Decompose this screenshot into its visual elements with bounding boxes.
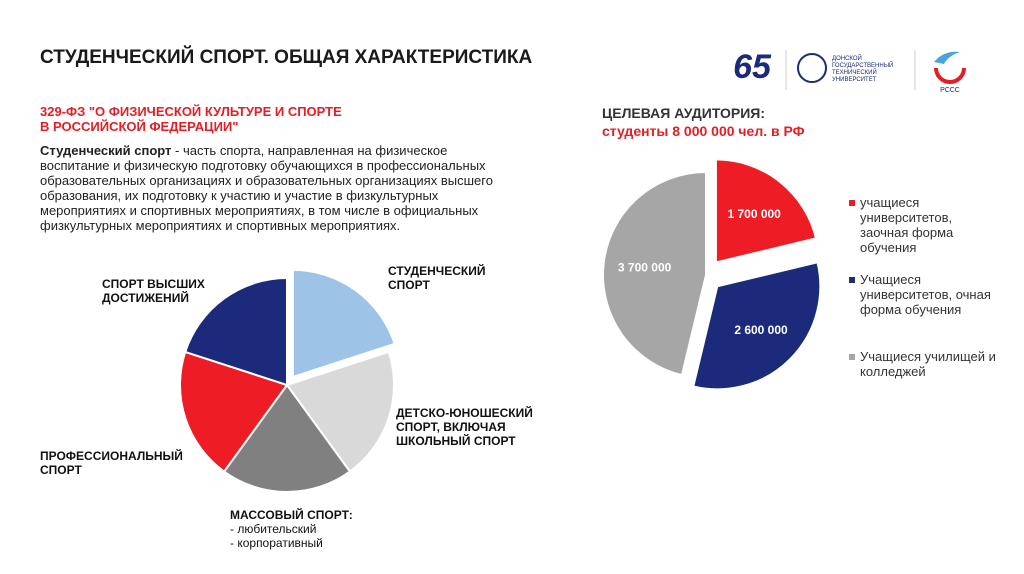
logo-text: УНИВЕРСИТЕТ [832,77,877,83]
pie-slice [179,350,289,473]
legend-entry: Учащиеся училищей и колледжей [849,349,1000,379]
value-label: 2 600 000 [734,323,788,337]
legend-entry: учащиеся университетов, заочная форма об… [849,195,1000,255]
law-title: 329-ФЗ "О ФИЗИЧЕСКОЙ КУЛЬТУРЕ И СПОРТЕ В… [40,104,342,134]
pie-label: ПРОФЕССИОНАЛЬНЫЙ СПОРТ [40,449,183,477]
value-label: 3 700 000 [618,261,672,275]
definition-term: Студенческий спорт [40,143,172,158]
logo-text: ТЕХНИЧЕСКИЙ [832,68,877,76]
logo-65: 65 [733,48,772,86]
legend-swatch [849,354,855,360]
logo-text: ДОНСКОЙ [832,54,862,62]
pie-slice [222,383,352,493]
value-label: 1 700 000 [727,207,781,221]
pie-slice [692,261,822,391]
legend-swatch [849,277,855,283]
logo-emblem [797,53,827,83]
definition-text: - часть спорта, направленная на физическ… [40,143,493,233]
legend-entry: Учащиеся университетов, очная форма обуч… [849,272,1000,317]
pie-label-group: МАССОВЫЙ СПОРТ: - любительский - корпора… [230,508,353,550]
definition: Студенческий спорт - часть спорта, напра… [40,143,515,233]
pie-label: СТУДЕНЧЕСКИЙ СПОРТ [388,264,486,292]
pie-label: ДЕТСКО-ЮНОШЕСКИЙ СПОРТ, ВКЛЮЧАЯ ШКОЛЬНЫЙ… [396,406,533,448]
pie-slice [602,170,707,377]
legend-label: Учащиеся университетов, очная форма обуч… [860,272,991,317]
pie-label: СПОРТ ВЫСШИХ ДОСТИЖЕНИЙ [102,277,205,305]
logo-text: ГОСУДАРСТВЕННЫЙ [832,61,893,69]
chart-title: ЦЕЛЕВАЯ АУДИТОРИЯ: [602,105,766,121]
legend-label: учащиеся университетов, заочная форма об… [860,195,954,255]
pie-annotation: - корпоративный [230,536,323,550]
slide-title: СТУДЕНЧЕСКИЙ СПОРТ. ОБЩАЯ ХАРАКТЕРИСТИКА [40,47,533,68]
audience-heading: ЦЕЛЕВАЯ АУДИТОРИЯ: студенты 8 000 000 че… [602,104,805,140]
legend-label: Учащиеся училищей и колледжей [860,349,996,379]
logo-university: ДОНСКОЙ ГОСУДАРСТВЕННЫЙ ТЕХНИЧЕСКИЙ УНИВ… [832,54,893,83]
logo-bird [934,51,960,64]
law-line: 329-ФЗ "О ФИЗИЧЕСКОЙ КУЛЬТУРЕ И СПОРТЕ [40,104,342,119]
logo-text: РССС [940,87,960,94]
chart-subtitle: студенты 8 000 000 чел. в РФ [602,123,805,139]
pie-label: МАССОВЫЙ СПОРТ: [230,508,353,522]
pie-annotation: - любительский [230,522,317,536]
legend-swatch [849,200,855,206]
pie-slice [285,350,395,473]
pie-slice [291,268,396,379]
logo-text: 65 [733,48,772,86]
law-line: В РОССИЙСКОЙ ФЕДЕРАЦИИ" [40,119,239,134]
pie-slice [183,276,288,387]
pie-slice [714,158,818,264]
logo-arc [934,67,966,84]
